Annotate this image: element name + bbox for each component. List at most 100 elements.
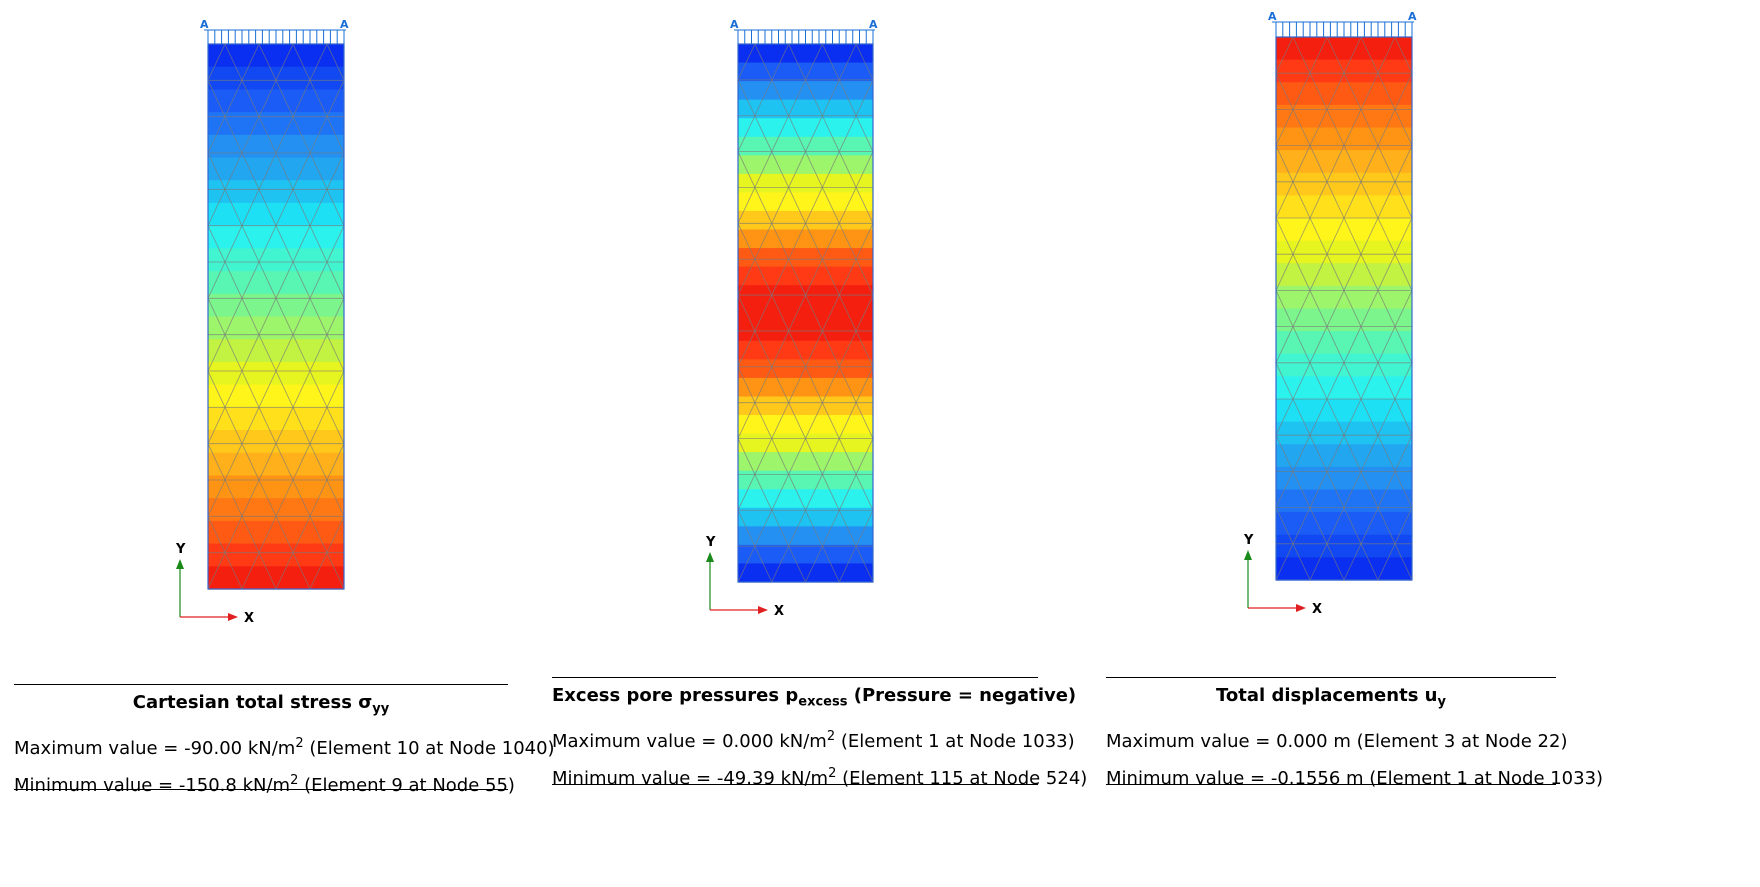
- mesh-line: [788, 187, 806, 224]
- mesh-line: [838, 187, 857, 224]
- mesh-line: [855, 79, 874, 116]
- mesh-line: [1360, 181, 1379, 219]
- contour-band: [738, 229, 873, 249]
- mesh-line: [788, 115, 806, 152]
- mesh-line: [855, 545, 874, 583]
- mesh-line: [1309, 145, 1328, 182]
- mesh-line: [1309, 362, 1328, 400]
- mesh-line: [737, 402, 756, 439]
- mesh-line: [754, 115, 773, 152]
- axis-triad: YX: [705, 535, 784, 619]
- mesh-line: [1377, 398, 1396, 436]
- mesh-line: [241, 370, 260, 408]
- mesh-line: [1275, 543, 1294, 581]
- mesh-line: [788, 545, 806, 583]
- mesh-line: [1394, 398, 1413, 436]
- mesh-line: [1343, 36, 1362, 74]
- mesh-line: [326, 225, 345, 263]
- contour-band: [738, 544, 873, 565]
- mesh-line: [1326, 217, 1345, 255]
- mesh-line: [805, 474, 823, 511]
- mesh-line: [754, 43, 773, 81]
- mesh-line: [754, 294, 773, 332]
- mesh-line: [1377, 290, 1396, 327]
- mesh-line: [309, 516, 328, 553]
- mesh-line: [1343, 362, 1362, 400]
- load-label-right: A: [1408, 10, 1417, 23]
- mesh-line: [292, 116, 311, 154]
- mesh-line: [326, 407, 345, 444]
- mesh-line: [805, 510, 823, 547]
- mesh-line: [855, 366, 874, 403]
- mesh-line: [292, 298, 311, 335]
- mesh-line: [326, 479, 345, 517]
- mesh-line: [771, 402, 789, 439]
- mesh-line: [1275, 398, 1294, 436]
- mesh-line: [292, 479, 311, 517]
- mesh-line: [1360, 362, 1379, 400]
- contour-band: [738, 489, 873, 509]
- mesh-line: [326, 552, 345, 590]
- mesh-line: [1326, 36, 1345, 74]
- mesh-line: [275, 43, 294, 81]
- mesh-line: [241, 516, 260, 553]
- mesh-line: [855, 474, 874, 511]
- mesh-line: [1309, 73, 1328, 110]
- contour-band: [1276, 489, 1412, 513]
- x-arrow-icon: [758, 606, 768, 614]
- mesh-line: [224, 43, 243, 81]
- mesh-line: [258, 152, 277, 190]
- mesh-line: [1394, 36, 1413, 74]
- mesh-line: [822, 438, 840, 475]
- mesh-line: [292, 80, 311, 117]
- mesh-line: [771, 115, 789, 152]
- mesh-line: [224, 334, 243, 372]
- mesh-line: [224, 516, 243, 553]
- mesh-line: [788, 223, 806, 260]
- mesh-line: [275, 479, 294, 517]
- mesh-line: [309, 116, 328, 154]
- mesh-line: [258, 516, 277, 553]
- mesh-line: [309, 334, 328, 372]
- mesh-line: [207, 298, 226, 335]
- contour-band: [1276, 195, 1412, 219]
- mesh-line: [258, 370, 277, 408]
- mesh-line: [1394, 507, 1413, 544]
- mesh-line: [737, 43, 756, 81]
- mesh-line: [754, 79, 773, 116]
- mesh-line: [838, 545, 857, 583]
- mesh-line: [258, 261, 277, 299]
- mesh-line: [309, 407, 328, 444]
- mesh-line: [805, 79, 823, 116]
- mesh-line: [838, 510, 857, 547]
- mesh-line: [207, 225, 226, 263]
- mesh-line: [822, 366, 840, 403]
- mesh-line: [207, 152, 226, 190]
- mesh-line: [737, 474, 756, 511]
- mesh-line: [1292, 507, 1311, 544]
- mesh-line: [838, 474, 857, 511]
- mesh-line: [838, 402, 857, 439]
- mesh-lines: [1275, 36, 1413, 581]
- mesh-line: [855, 151, 874, 188]
- disp-max-value: Maximum value = 0.000 m (Element 3 at No…: [1106, 730, 1568, 752]
- mesh-line: [1394, 73, 1413, 110]
- mesh-line: [207, 443, 226, 481]
- x-arrow-icon: [1296, 604, 1306, 612]
- contour-band: [1276, 82, 1412, 106]
- mesh-line: [737, 115, 756, 152]
- mesh-line: [241, 152, 260, 190]
- mesh-lines: [207, 43, 345, 590]
- mesh-line: [309, 43, 328, 81]
- pore-min-value: Minimum value = -49.39 kN/m2 (Element 11…: [552, 765, 1088, 789]
- mesh-line: [788, 43, 806, 81]
- mesh-line: [788, 151, 806, 188]
- contour-band: [738, 359, 873, 379]
- contour-band: [208, 498, 344, 522]
- mesh-line: [241, 407, 260, 444]
- mesh-line: [275, 225, 294, 263]
- contour-band: [1276, 59, 1412, 83]
- mesh-line: [1326, 435, 1345, 472]
- contour-band: [208, 361, 344, 386]
